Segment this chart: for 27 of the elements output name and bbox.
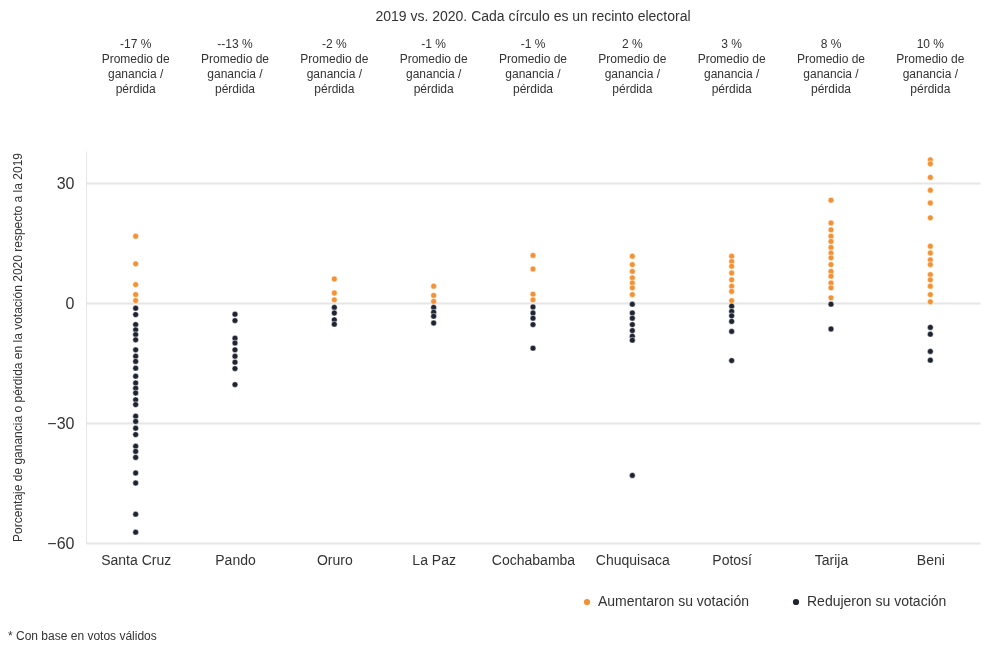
y-tick-label: −60 [47, 534, 75, 552]
x-tick-label: Santa Cruz [101, 551, 172, 568]
x-tick-label: Cochabamba [491, 551, 576, 568]
text: --13 % Promedio de ganancia / pérdida [200, 37, 270, 96]
text: -1 % Promedio de ganancia / pérdida [399, 37, 469, 96]
text: 3 % Promedio de ganancia / pérdida [697, 37, 767, 96]
x-tick-label: Oruro [316, 551, 353, 568]
x-tick-label: Tarija [814, 551, 849, 568]
legend-label: Aumentaron su votación [598, 593, 749, 609]
text: 2 % Promedio de ganancia / pérdida [598, 37, 667, 96]
y-axis-title: Porcentaje de ganancia o pérdida en la votación 2020 respecto a la 2019 [11, 152, 26, 542]
text: -17 % Promedio de ganancia / pérdida [101, 37, 171, 96]
x-tick-label: Beni [916, 551, 945, 568]
x-tick-label: Potosí [712, 551, 753, 568]
x-tick-label: Pando [215, 551, 256, 568]
text: 8 % Promedio de ganancia / pérdida [796, 37, 866, 96]
chart-title: 2019 vs. 2020. Cada círculo es un recinto electoral [375, 8, 691, 24]
y-tick-label: −30 [47, 414, 75, 432]
text: -1 % Promedio de ganancia / pérdida [498, 37, 568, 96]
text: 10 % Promedio de ganancia / pérdida [896, 37, 965, 96]
legend-label: Redujeron su votación [807, 593, 947, 609]
x-tick-label: Chuquisaca [595, 551, 671, 568]
y-tick-label: 30 [56, 174, 75, 192]
x-tick-label: La Paz [412, 551, 456, 568]
text: * Con base en votos válidos [8, 629, 157, 643]
text: -2 % Promedio de ganancia / pérdida [300, 37, 369, 96]
y-tick-label: 0 [65, 294, 75, 312]
